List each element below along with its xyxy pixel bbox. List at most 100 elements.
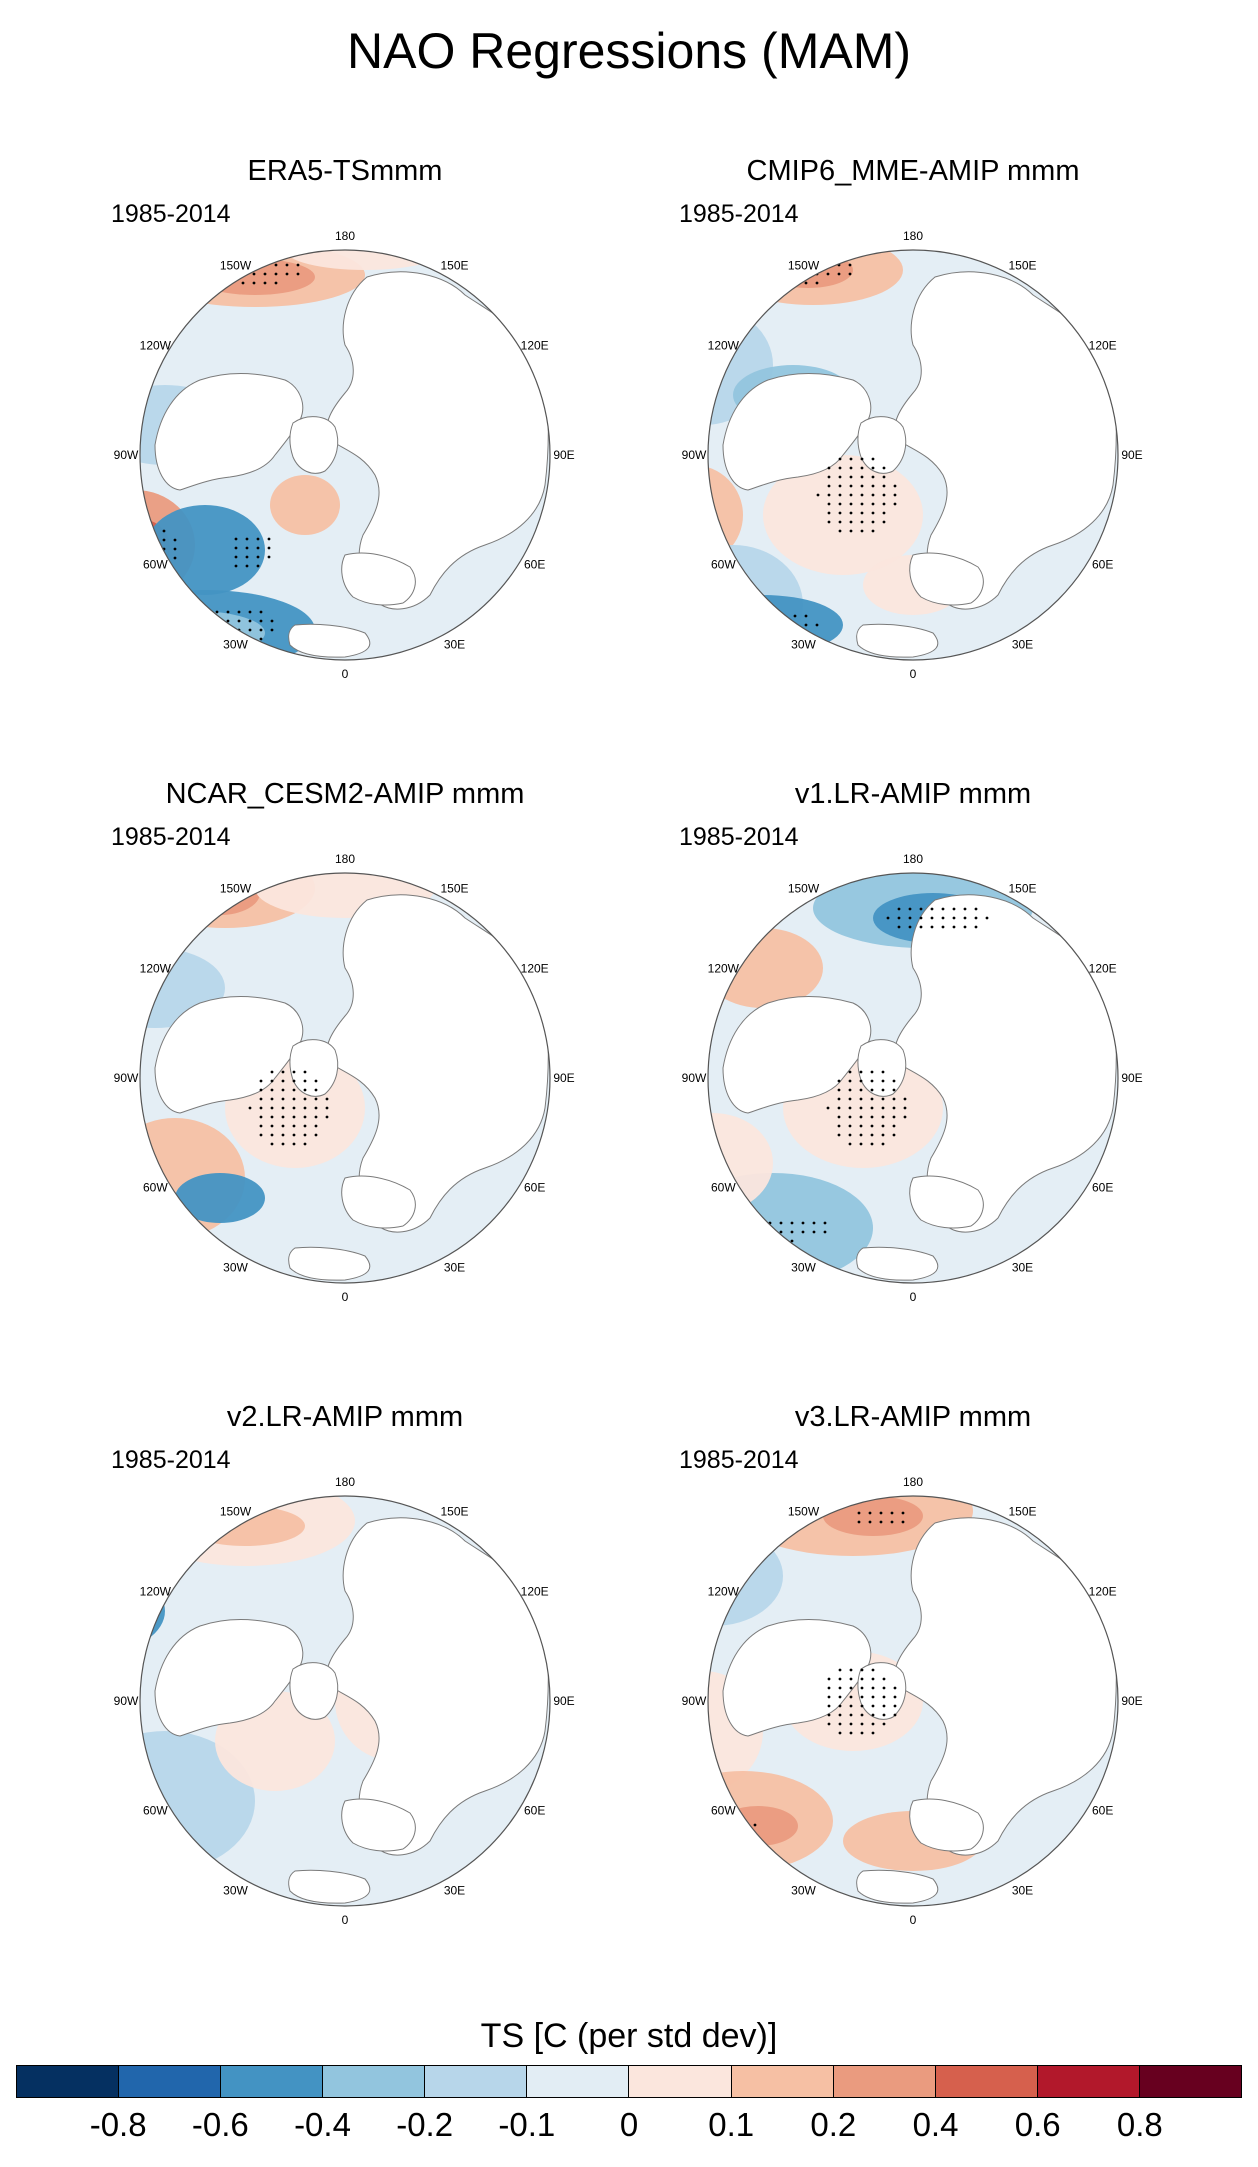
significance-dot [314, 1097, 318, 1101]
significance-dot [170, 1238, 174, 1242]
colorbar-tick-label: 0.8 [1116, 2106, 1163, 2143]
significance-dot [816, 493, 820, 497]
significance-dot [666, 1006, 669, 1009]
significance-dot [688, 961, 691, 964]
significance-dot [259, 1088, 263, 1092]
longitude-label: 120W [708, 1585, 740, 1599]
significance-dot [793, 614, 797, 618]
map-panel-v1-lr: v1.LR-AMIP mmm 1985-2014 180 150E 120E 90E 6… [613, 778, 1213, 1398]
significance-dot [860, 520, 864, 524]
significance-dot [985, 916, 989, 920]
longitude-label: 0 [910, 1290, 917, 1304]
significance-dot [849, 457, 853, 461]
significance-dot [116, 1257, 119, 1260]
significance-dot [860, 484, 864, 488]
significance-dot [857, 1511, 861, 1515]
significance-dot [303, 1070, 307, 1074]
significance-dot [292, 1088, 296, 1092]
significance-dot [837, 1079, 841, 1083]
anomaly-region [140, 590, 315, 660]
significance-dot [890, 1511, 894, 1515]
significance-dot [893, 493, 897, 497]
significance-dot [881, 1142, 885, 1146]
significance-dot [849, 1722, 853, 1726]
significance-dot [893, 1686, 897, 1690]
significance-dot [838, 484, 842, 488]
panel-period: 1985-2014 [111, 1446, 231, 1474]
significance-dot [325, 1115, 329, 1119]
significance-dot [771, 623, 775, 627]
significance-dot [140, 574, 144, 578]
significance-dot [259, 1097, 263, 1101]
significance-dot [790, 1239, 794, 1243]
polar-map: 180 150E 120E 90E 60E 30E 0 30W 60W 90W 120W 150W [682, 1475, 1143, 1927]
significance-dot [111, 1622, 114, 1625]
longitude-label: 150W [220, 258, 252, 272]
significance-dot [870, 1070, 874, 1074]
longitude-label: 90E [553, 448, 574, 462]
colorbar-swatch [425, 2066, 528, 2097]
significance-dot [303, 1088, 307, 1092]
land-outline [909, 1798, 984, 1852]
longitude-label: 0 [342, 1290, 349, 1304]
significance-dot [263, 272, 267, 276]
significance-dot [908, 925, 912, 929]
significance-dot [859, 1070, 863, 1074]
significance-dot [727, 632, 731, 636]
longitude-label: 60W [711, 558, 736, 572]
land-outline [909, 552, 984, 606]
colorbar [16, 2065, 1242, 2098]
significance-dot [303, 1142, 307, 1146]
significance-dot [148, 1256, 152, 1260]
significance-dot [204, 628, 208, 632]
significance-dot [827, 511, 831, 515]
significance-dot [827, 1722, 831, 1726]
anomaly-region [708, 918, 728, 1038]
significance-dot [871, 511, 875, 515]
significance-dot [881, 1097, 885, 1101]
longitude-label: 150E [440, 1504, 468, 1518]
anomaly-region [285, 250, 445, 270]
significance-dot [892, 1088, 896, 1092]
significance-dot [148, 1220, 152, 1224]
significance-dot [860, 466, 864, 470]
significance-dot [771, 614, 775, 618]
longitude-label: 150W [220, 1504, 252, 1518]
significance-dot [901, 1520, 905, 1524]
significance-dot [838, 475, 842, 479]
significance-dot [241, 281, 245, 285]
significance-dot [804, 614, 808, 618]
significance-dot [815, 623, 819, 627]
significance-dot [259, 1106, 263, 1110]
significance-dot [148, 1229, 152, 1233]
longitude-label: 150W [788, 258, 820, 272]
significance-dot [930, 916, 934, 920]
longitude-label: 30E [444, 1261, 465, 1275]
colorbar-tick-label: -0.2 [396, 2106, 454, 2143]
significance-dot [303, 1097, 307, 1101]
significance-dot [871, 457, 875, 461]
significance-dot [149, 628, 153, 632]
significance-dot [130, 557, 133, 560]
longitude-label: 90W [114, 1071, 139, 1085]
significance-dot [130, 548, 133, 551]
anomaly-region [140, 1571, 165, 1651]
significance-dot [270, 1070, 274, 1074]
significance-dot [666, 961, 669, 964]
significance-dot [838, 1668, 842, 1672]
significance-dot [812, 1221, 816, 1225]
significance-dot [849, 466, 853, 470]
significance-dot [716, 623, 720, 627]
map-panel-ncar-cesm2: NCAR_CESM2-AMIP mmm 1985-2014 180 150E 120… [45, 778, 645, 1398]
significance-dot [757, 1221, 761, 1225]
significance-dot [827, 1695, 831, 1699]
map-panel-v3-lr: v3.LR-AMIP mmm 1985-2014 180 150E 120E 90E 6… [613, 1401, 1213, 2021]
significance-dot [248, 628, 252, 632]
significance-dot [871, 493, 875, 497]
significance-dot [140, 1229, 141, 1233]
significance-dot [267, 555, 271, 559]
significance-dot [827, 1686, 831, 1690]
longitude-label: 120E [1089, 339, 1117, 353]
significance-dot [963, 907, 967, 911]
significance-dot [882, 520, 886, 524]
